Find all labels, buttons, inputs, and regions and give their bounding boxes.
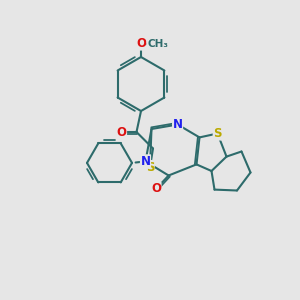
Text: CH₃: CH₃ (147, 38, 168, 49)
Text: S: S (213, 127, 222, 140)
Text: S: S (146, 160, 154, 174)
Text: N: N (172, 118, 183, 131)
Text: N: N (140, 155, 151, 168)
Text: O: O (151, 182, 161, 196)
Text: O: O (136, 37, 146, 50)
Text: O: O (116, 125, 127, 139)
